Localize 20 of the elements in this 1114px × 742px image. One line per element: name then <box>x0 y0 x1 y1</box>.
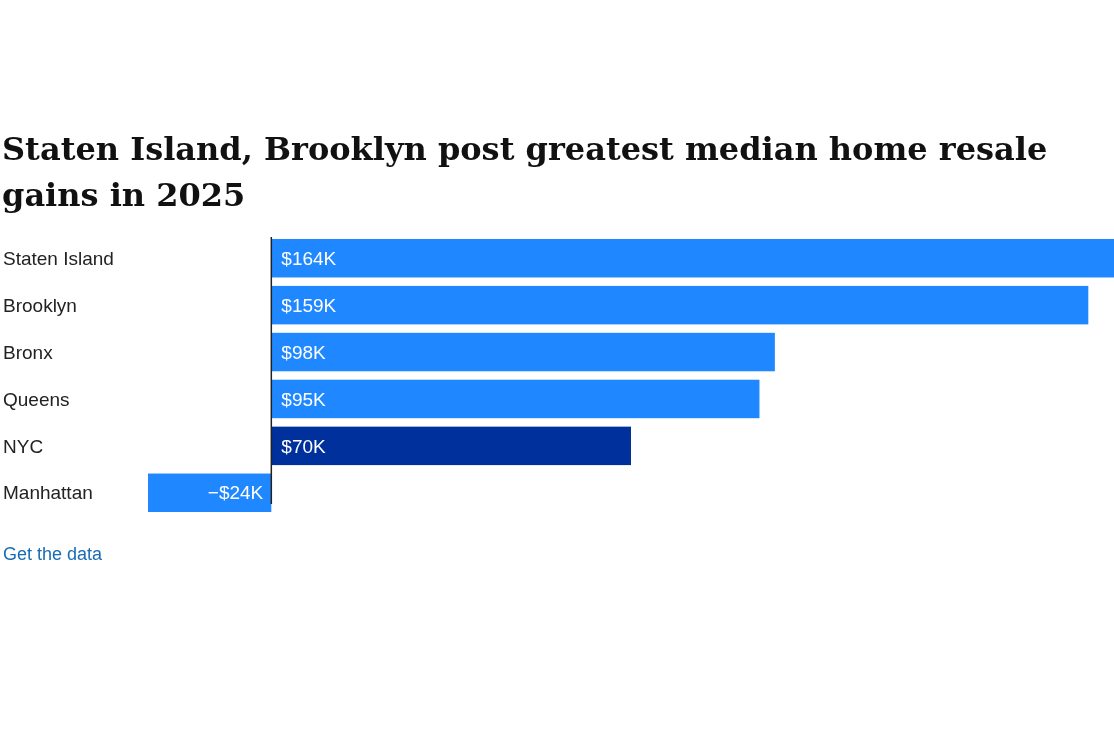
data-label: $95K <box>281 388 327 410</box>
bar <box>271 332 775 372</box>
bar <box>271 379 760 419</box>
y-tick-label: Brooklyn <box>3 294 77 316</box>
data-label: $159K <box>281 294 337 316</box>
bar <box>148 473 272 512</box>
data-label: $164K <box>281 247 337 269</box>
data-label: −$24K <box>207 482 264 504</box>
y-tick-label: Queens <box>3 388 70 410</box>
bar <box>271 239 1114 278</box>
data-label: $70K <box>281 435 327 457</box>
y-tick-label: Bronx <box>3 341 54 363</box>
y-tick-label: Staten Island <box>3 247 114 269</box>
chart-title: Staten Island, Brooklyn post greatest median home resale gains in 2025 <box>2 130 1048 214</box>
y-tick-label: Manhattan <box>3 482 93 504</box>
data-label: $98K <box>281 341 327 363</box>
text: Get the data <box>3 544 104 564</box>
y-tick-label: NYC <box>3 435 44 457</box>
bar <box>271 285 1089 325</box>
bar <box>271 426 631 466</box>
